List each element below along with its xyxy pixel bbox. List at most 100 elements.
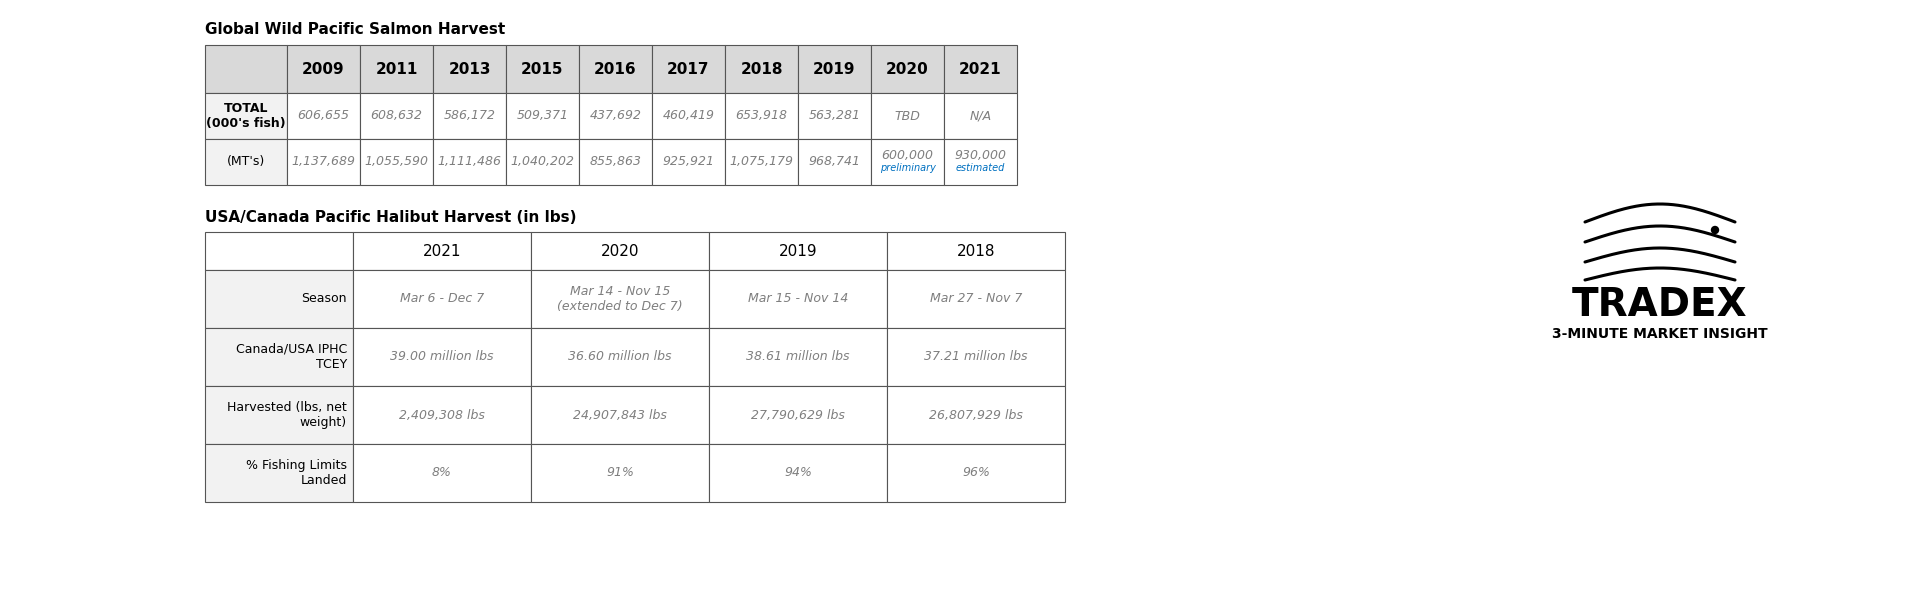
Bar <box>708 328 887 386</box>
Text: 1,111,486: 1,111,486 <box>438 155 501 169</box>
Text: (MT's): (MT's) <box>227 155 265 169</box>
Text: 2018: 2018 <box>956 244 995 259</box>
Bar <box>653 93 726 139</box>
Bar <box>205 232 353 270</box>
Text: 2020: 2020 <box>887 61 929 76</box>
Text: 1,055,590: 1,055,590 <box>365 155 428 169</box>
Text: 2019: 2019 <box>780 244 818 259</box>
Bar <box>286 139 361 185</box>
Bar <box>887 328 1066 386</box>
Text: Canada/USA IPHC
TCEY: Canada/USA IPHC TCEY <box>236 343 348 371</box>
Text: 91%: 91% <box>607 467 634 479</box>
Text: 437,692: 437,692 <box>589 109 641 122</box>
Text: estimated: estimated <box>956 163 1006 173</box>
Bar <box>726 45 799 93</box>
Bar <box>872 139 945 185</box>
Text: 586,172: 586,172 <box>444 109 495 122</box>
Bar <box>205 444 353 502</box>
Bar <box>580 93 653 139</box>
Bar <box>507 139 580 185</box>
Text: 8%: 8% <box>432 467 451 479</box>
Text: 94%: 94% <box>783 467 812 479</box>
Bar <box>799 139 872 185</box>
Text: Mar 27 - Nov 7: Mar 27 - Nov 7 <box>929 292 1021 305</box>
Text: 509,371: 509,371 <box>516 109 568 122</box>
Bar <box>532 270 708 328</box>
Text: 2021: 2021 <box>960 61 1002 76</box>
Bar <box>887 270 1066 328</box>
Bar <box>532 232 708 270</box>
Bar <box>872 45 945 93</box>
Text: 38.61 million lbs: 38.61 million lbs <box>747 350 851 364</box>
Text: 36.60 million lbs: 36.60 million lbs <box>568 350 672 364</box>
Bar <box>799 93 872 139</box>
Text: Mar 14 - Nov 15
(extended to Dec 7): Mar 14 - Nov 15 (extended to Dec 7) <box>557 285 684 313</box>
Bar <box>708 386 887 444</box>
Bar <box>580 139 653 185</box>
Bar <box>532 328 708 386</box>
Bar <box>361 139 434 185</box>
Bar <box>361 93 434 139</box>
Text: 24,907,843 lbs: 24,907,843 lbs <box>572 409 666 421</box>
Bar <box>708 270 887 328</box>
Bar <box>872 93 945 139</box>
Text: 2013: 2013 <box>447 61 492 76</box>
Bar <box>726 139 799 185</box>
Bar <box>434 93 507 139</box>
Bar <box>205 93 286 139</box>
Text: Harvested (lbs, net
weight): Harvested (lbs, net weight) <box>227 401 348 429</box>
Text: 1,075,179: 1,075,179 <box>730 155 793 169</box>
Bar <box>353 232 532 270</box>
Bar <box>286 93 361 139</box>
Text: 600,000: 600,000 <box>881 149 933 163</box>
Text: preliminary: preliminary <box>879 163 935 173</box>
Text: 39.00 million lbs: 39.00 million lbs <box>390 350 493 364</box>
Text: 2016: 2016 <box>593 61 637 76</box>
Text: 2020: 2020 <box>601 244 639 259</box>
Bar <box>653 139 726 185</box>
Bar <box>205 45 286 93</box>
Text: N/A: N/A <box>970 109 991 122</box>
Bar <box>205 386 353 444</box>
Bar <box>945 45 1018 93</box>
Text: 2011: 2011 <box>374 61 419 76</box>
Text: % Fishing Limits
Landed: % Fishing Limits Landed <box>246 459 348 487</box>
Bar <box>945 93 1018 139</box>
Bar <box>580 45 653 93</box>
Bar <box>434 45 507 93</box>
Text: 2009: 2009 <box>301 61 346 76</box>
Text: 37.21 million lbs: 37.21 million lbs <box>924 350 1027 364</box>
Bar <box>353 444 532 502</box>
Bar <box>353 386 532 444</box>
Text: 653,918: 653,918 <box>735 109 787 122</box>
Text: 930,000: 930,000 <box>954 149 1006 163</box>
Bar <box>205 270 353 328</box>
Text: Mar 15 - Nov 14: Mar 15 - Nov 14 <box>747 292 849 305</box>
Bar <box>507 45 580 93</box>
Text: TOTAL
(000's fish): TOTAL (000's fish) <box>205 102 286 130</box>
Text: 2,409,308 lbs: 2,409,308 lbs <box>399 409 486 421</box>
Text: 606,655: 606,655 <box>298 109 349 122</box>
Bar <box>353 328 532 386</box>
Bar <box>205 139 286 185</box>
Bar <box>286 45 361 93</box>
Text: 2021: 2021 <box>422 244 461 259</box>
Bar <box>799 45 872 93</box>
Text: 2019: 2019 <box>814 61 856 76</box>
Text: 855,863: 855,863 <box>589 155 641 169</box>
Text: 2015: 2015 <box>520 61 564 76</box>
Text: 968,741: 968,741 <box>808 155 860 169</box>
Bar <box>887 386 1066 444</box>
Bar <box>353 270 532 328</box>
Bar <box>507 93 580 139</box>
Text: 2017: 2017 <box>668 61 710 76</box>
Bar <box>708 232 887 270</box>
Bar <box>361 45 434 93</box>
Bar <box>708 444 887 502</box>
Bar <box>887 232 1066 270</box>
Text: 26,807,929 lbs: 26,807,929 lbs <box>929 409 1023 421</box>
Bar <box>726 93 799 139</box>
Text: 1,040,202: 1,040,202 <box>511 155 574 169</box>
Text: 3-MINUTE MARKET INSIGHT: 3-MINUTE MARKET INSIGHT <box>1551 327 1768 341</box>
Text: 1,137,689: 1,137,689 <box>292 155 355 169</box>
